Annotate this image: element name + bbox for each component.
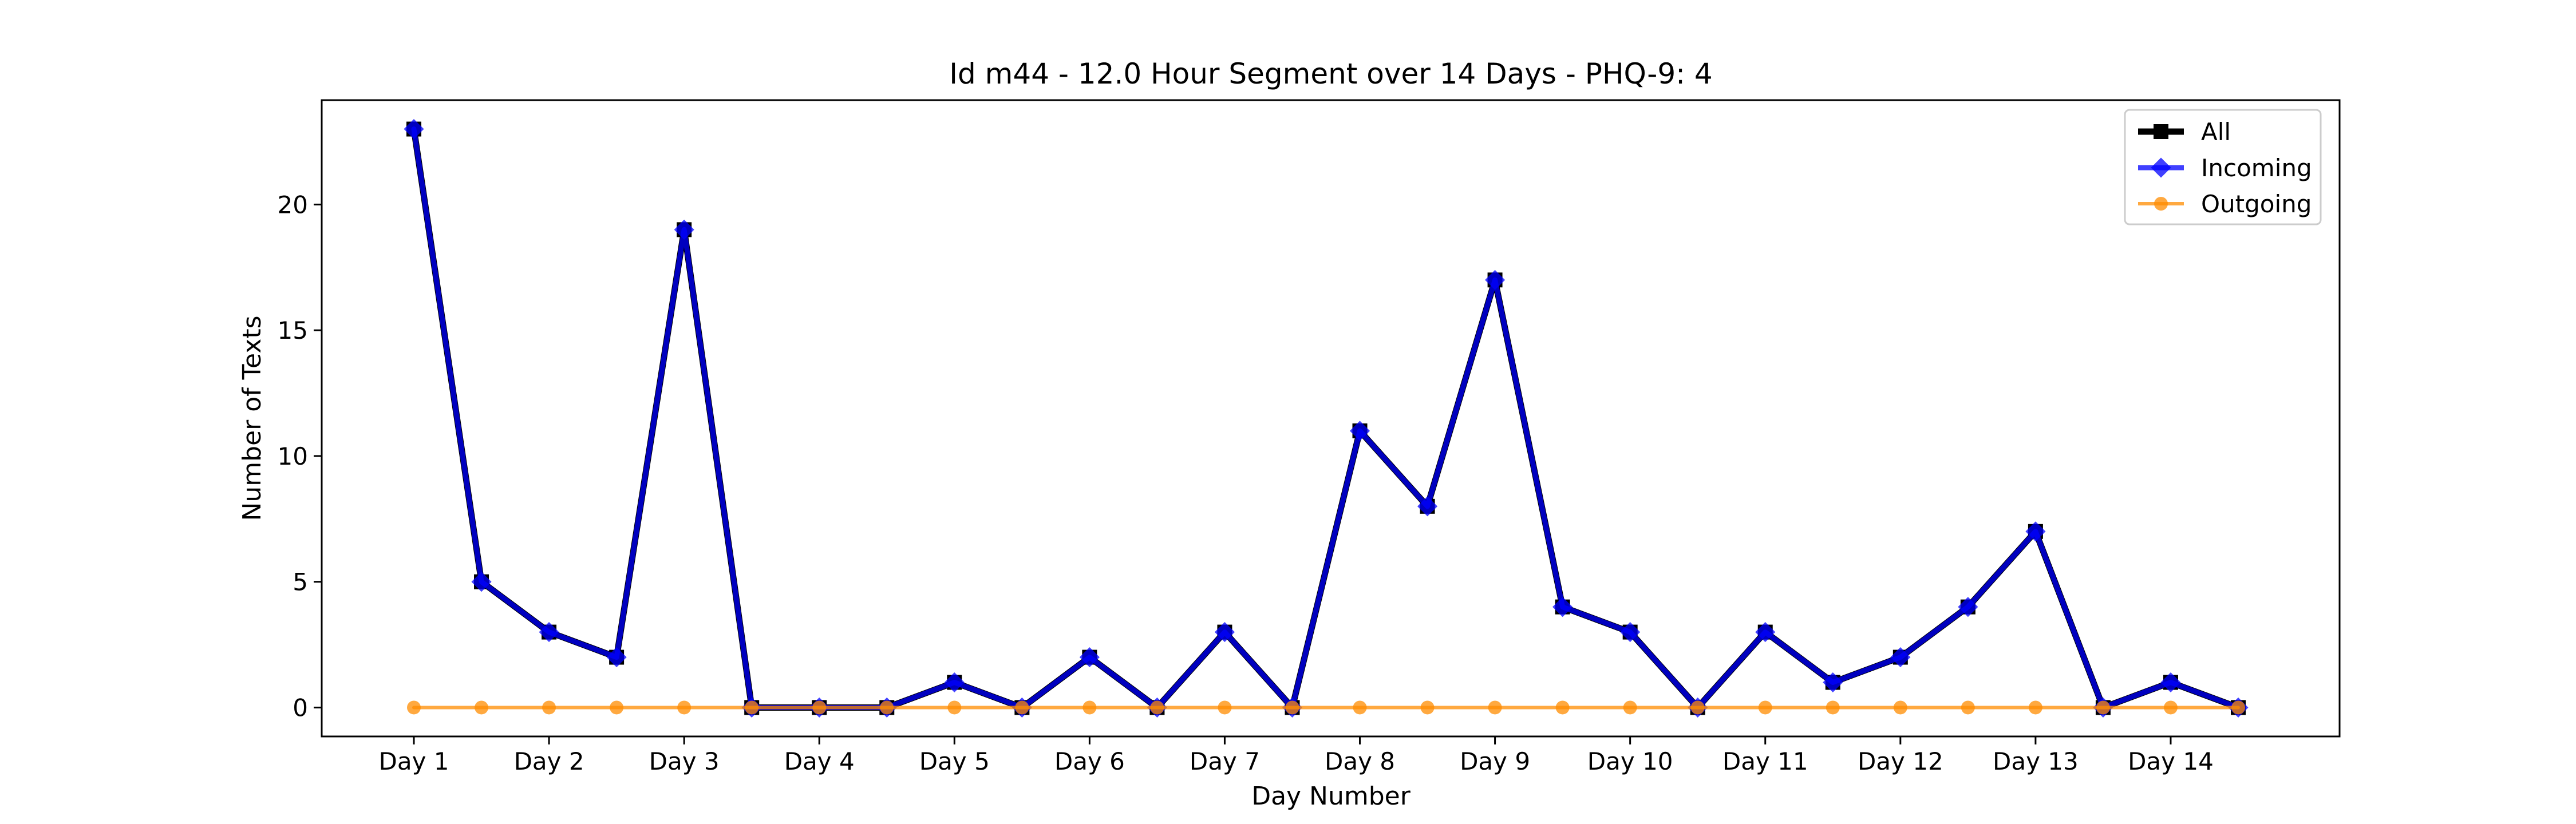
x-tick-label: Day 12	[1858, 747, 1943, 775]
data-point-outgoing	[475, 700, 489, 715]
data-point-outgoing	[2096, 700, 2110, 715]
data-point-incoming	[1552, 597, 1573, 617]
y-tick-label: 0	[293, 694, 308, 722]
data-point-outgoing	[407, 700, 421, 715]
x-tick-label: Day 9	[1460, 747, 1530, 775]
x-tick-label: Day 14	[2128, 747, 2214, 775]
legend: All Incoming Outgoing	[2124, 109, 2322, 225]
x-tick-label: Day 8	[1325, 747, 1395, 775]
data-point-outgoing	[1420, 700, 1435, 715]
data-point-incoming	[606, 647, 627, 668]
data-point-outgoing	[1758, 700, 1772, 715]
data-point-outgoing	[745, 700, 759, 715]
x-tick-label: Day 3	[649, 747, 720, 775]
legend-label-all: All	[2201, 118, 2231, 146]
y-tick-label: 10	[278, 442, 308, 470]
data-point-outgoing	[2231, 700, 2245, 715]
data-point-outgoing	[1015, 700, 1029, 715]
series-line-incoming	[411, 126, 2241, 710]
data-point-outgoing	[1488, 700, 1502, 715]
data-point-incoming	[1485, 270, 1506, 290]
plot-frame	[321, 99, 2341, 738]
x-tick-label: Day 4	[784, 747, 855, 775]
data-point-outgoing	[1082, 700, 1097, 715]
axis-ticks: 0 5 10 15 20 Day 1 Day 2 Day 3 Day 4 Day 5 Day 6 Da…	[278, 191, 2214, 775]
legend-marker-incoming	[2151, 157, 2171, 178]
y-axis-label: Number of Texts	[238, 315, 267, 521]
x-tick-label: Day 13	[1993, 747, 2079, 775]
data-point-incoming	[539, 622, 559, 643]
data-point-incoming	[1620, 622, 1641, 643]
data-point-incoming	[471, 572, 492, 592]
legend-entry-incoming: Incoming	[2138, 154, 2312, 182]
data-point-incoming	[1823, 672, 1843, 693]
data-point-outgoing	[542, 700, 556, 715]
data-point-outgoing	[1826, 700, 1840, 715]
data-point-incoming	[1214, 622, 1235, 643]
chart-title: Id m44 - 12.0 Hour Segment over 14 Days …	[949, 57, 1712, 90]
legend-entry-outgoing: Outgoing	[2138, 190, 2312, 218]
plot-area	[404, 118, 2249, 718]
legend-marker-all	[2154, 124, 2168, 139]
data-point-incoming	[1417, 496, 1438, 517]
y-tick-label: 20	[278, 191, 308, 219]
data-point-incoming	[404, 118, 424, 140]
data-point-outgoing	[1218, 700, 1232, 715]
data-point-incoming	[2160, 672, 2181, 693]
x-tick-label: Day 6	[1054, 747, 1125, 775]
x-tick-label: Day 2	[514, 747, 584, 775]
x-tick-label: Day 5	[919, 747, 990, 775]
x-tick-label: Day 11	[1722, 747, 1808, 775]
data-point-outgoing	[880, 700, 894, 715]
data-point-incoming	[1958, 597, 1978, 617]
data-point-incoming	[2025, 521, 2046, 542]
data-point-incoming	[674, 219, 694, 240]
data-point-incoming	[1349, 421, 1370, 441]
data-point-incoming	[1079, 647, 1100, 668]
data-point-outgoing	[1353, 700, 1367, 715]
data-point-incoming	[944, 672, 965, 693]
x-tick-label: Day 10	[1587, 747, 1673, 775]
data-point-outgoing	[2028, 700, 2042, 715]
legend-label-outgoing: Outgoing	[2201, 190, 2312, 218]
data-point-outgoing	[1285, 700, 1299, 715]
data-point-incoming	[1890, 647, 1911, 668]
y-tick-label: 15	[278, 316, 308, 344]
series-outgoing	[407, 700, 2245, 715]
x-axis-label: Day Number	[1251, 782, 1411, 811]
data-point-outgoing	[812, 700, 827, 715]
data-point-outgoing	[1623, 700, 1637, 715]
series-incoming	[404, 118, 2249, 718]
y-tick-label: 5	[293, 568, 308, 596]
data-point-outgoing	[1961, 700, 1975, 715]
data-point-outgoing	[1690, 700, 1705, 715]
x-tick-label: Day 1	[378, 747, 449, 775]
data-point-outgoing	[2163, 700, 2178, 715]
x-tick-label: Day 7	[1190, 747, 1260, 775]
legend-entry-all: All	[2138, 118, 2231, 146]
data-point-outgoing	[610, 700, 624, 715]
legend-box	[2124, 109, 2322, 225]
data-point-outgoing	[677, 700, 692, 715]
legend-label-incoming: Incoming	[2201, 154, 2312, 182]
data-point-incoming	[1755, 622, 1776, 643]
data-point-outgoing	[1150, 700, 1164, 715]
data-point-outgoing	[947, 700, 962, 715]
data-point-outgoing	[1893, 700, 1907, 715]
legend-marker-outgoing	[2154, 197, 2168, 211]
data-point-outgoing	[1555, 700, 1570, 715]
